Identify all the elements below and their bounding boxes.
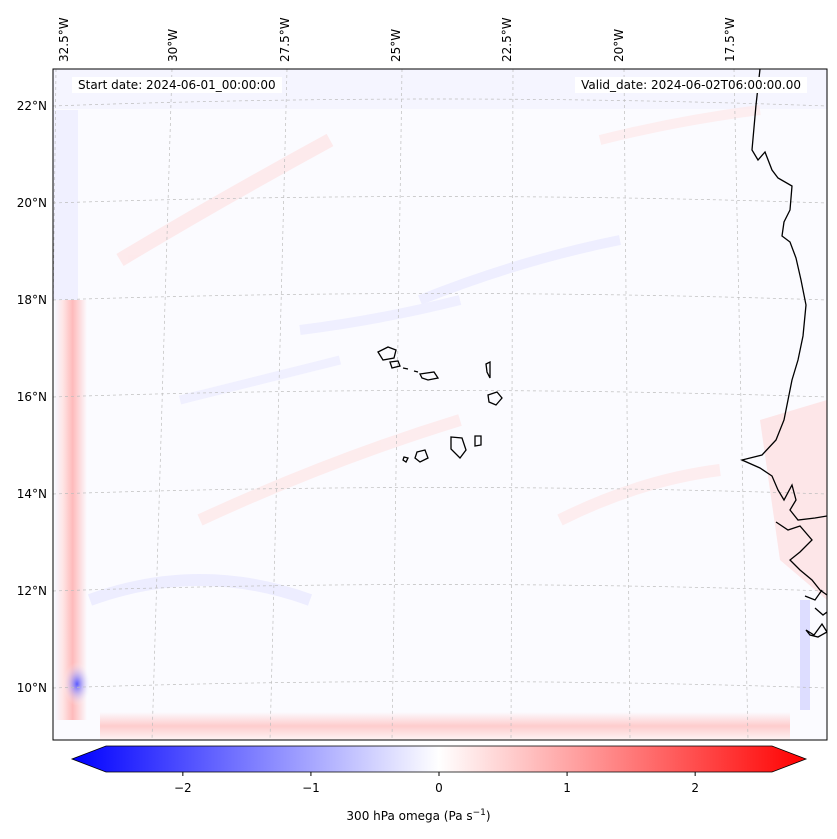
lat-label: 16°N bbox=[17, 390, 47, 404]
lat-label: 14°N bbox=[17, 487, 47, 501]
lon-label: 22.5°W bbox=[500, 17, 514, 62]
lon-label: 17.5°W bbox=[723, 17, 737, 62]
lon-label: 25°W bbox=[389, 29, 403, 62]
colorbar-tick-label: 2 bbox=[691, 781, 699, 795]
colorbar-tick-label: −2 bbox=[174, 781, 192, 795]
colorbar-ticks: −2 −1 0 1 2 bbox=[174, 772, 699, 795]
valid-date-label: Valid_date: 2024-06-02T06:00:00.00 bbox=[575, 77, 807, 93]
lat-label: 18°N bbox=[17, 293, 47, 307]
colorbar-label-main: 300 hPa omega (Pa s bbox=[346, 809, 473, 823]
lon-label: 27.5°W bbox=[278, 17, 292, 62]
colorbar-tick-label: 1 bbox=[563, 781, 571, 795]
colorbar-label-close: ) bbox=[485, 809, 491, 823]
lat-label: 22°N bbox=[17, 99, 47, 113]
colorbar-tick-label: −1 bbox=[302, 781, 320, 795]
lon-label: 32.5°W bbox=[57, 17, 71, 62]
start-date-label: Start date: 2024-06-01_00:00:00 bbox=[72, 77, 282, 93]
colorbar: −2 −1 0 1 2 bbox=[70, 745, 808, 795]
omega-field bbox=[53, 69, 827, 740]
lon-label: 30°W bbox=[166, 29, 180, 62]
gridlines bbox=[53, 69, 827, 740]
lat-label: 12°N bbox=[17, 584, 47, 598]
lat-label: 20°N bbox=[17, 196, 47, 210]
colorbar-tick-label: 0 bbox=[435, 781, 443, 795]
cape-verde-islands bbox=[377, 346, 503, 463]
colorbar-label-exp: −1 bbox=[472, 808, 486, 818]
lat-label: 10°N bbox=[17, 681, 47, 695]
coastline bbox=[740, 69, 827, 638]
colorbar-label: 300 hPa omega (Pa s−1) bbox=[0, 808, 837, 823]
colorbar-bar bbox=[70, 745, 808, 773]
latitude-labels: 22°N 20°N 18°N 16°N 14°N 12°N 10°N bbox=[17, 99, 47, 695]
map-frame bbox=[52, 68, 828, 741]
lon-label: 20°W bbox=[612, 29, 626, 62]
longitude-labels: 32.5°W 30°W 27.5°W 25°W 22.5°W 20°W 17.5… bbox=[57, 17, 737, 62]
